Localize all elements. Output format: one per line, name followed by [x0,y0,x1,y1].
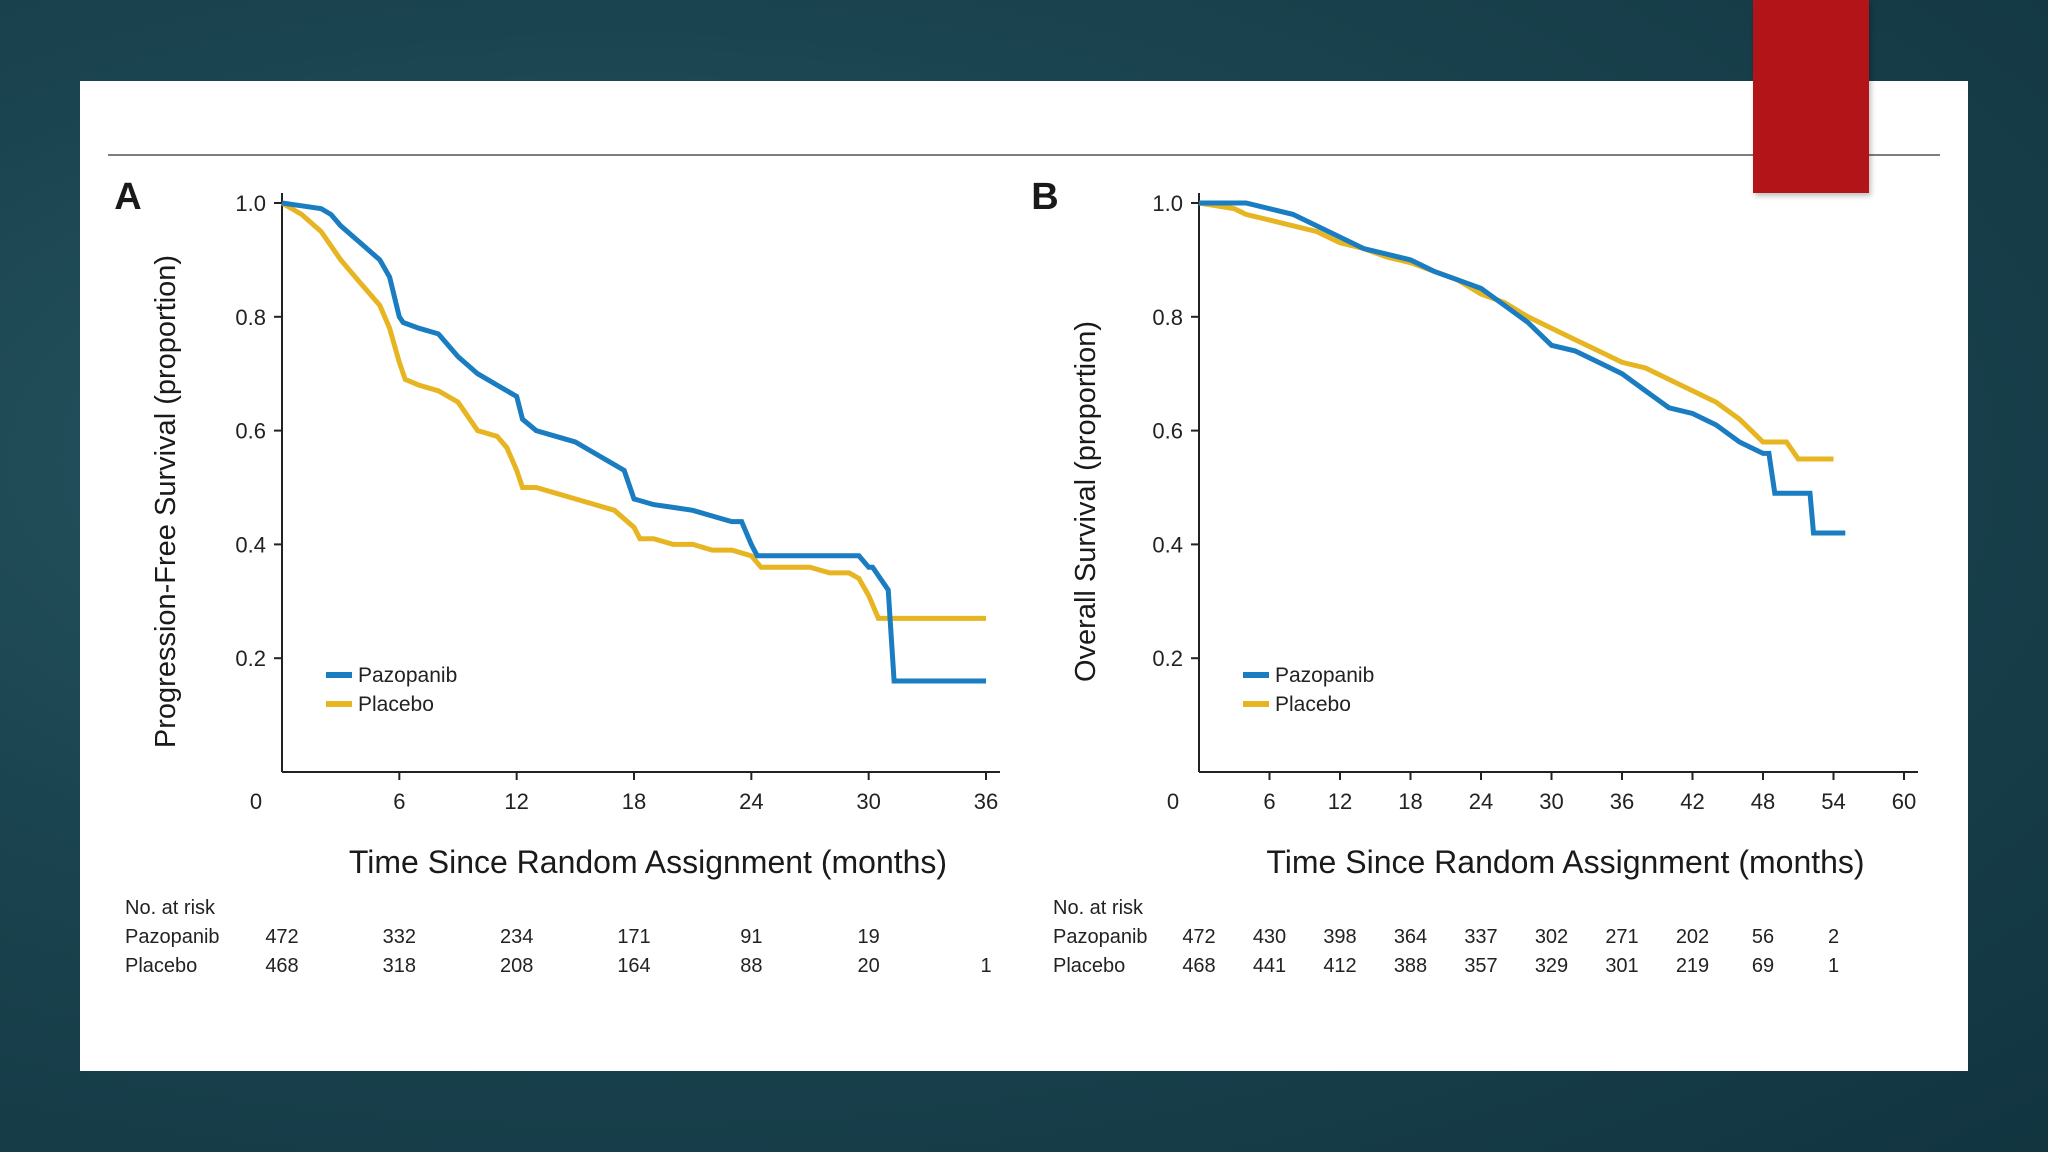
risk-count: 357 [1464,955,1497,977]
risk-count: 1 [980,955,991,977]
series-line-pazopanib [281,200,986,684]
risk-count: 398 [1323,926,1356,948]
risk-count: 388 [1394,955,1427,977]
risk-count: 318 [383,955,416,977]
x-tick-label: 36 [1610,789,1634,814]
risk-count: 472 [1182,926,1215,948]
panel-label: B [1031,176,1058,218]
x-tick-label: 36 [974,789,998,814]
x-tick-label: 42 [1680,789,1704,814]
risk-count: 2 [1828,926,1839,948]
risk-count: 56 [1752,926,1774,948]
risk-row-label: Placebo [125,955,197,977]
y-tick-label: 0.6 [1152,419,1183,444]
x-tick-label: 48 [1751,789,1775,814]
risk-count: 364 [1394,926,1427,948]
panel-label: A [114,176,141,218]
risk-count: 69 [1752,955,1774,977]
x-tick-label: 18 [622,789,646,814]
y-tick-label: 0.2 [1152,646,1183,671]
risk-count: 329 [1535,955,1568,977]
risk-count: 19 [858,926,880,948]
x-tick-label: 12 [1328,789,1352,814]
risk-count: 208 [500,955,533,977]
panel-a-pfs-chart: A 0 6 12 18 24 30 36 0.2 0.4 0.6 0.8 1.0 Progression-… [114,176,1000,977]
risk-count: 88 [740,955,762,977]
risk-row-label: Pazopanib [1053,926,1148,948]
x-axis-label: Time Since Random Assignment (months) [349,844,947,880]
y-tick-label: 1.0 [235,191,266,216]
x-tick-label: 30 [1539,789,1563,814]
risk-count: 202 [1676,926,1709,948]
y-tick-label: 0.4 [1152,532,1183,557]
x-tick-label: 54 [1821,789,1845,814]
x-tick-label: 12 [504,789,528,814]
header-rule [108,154,1940,156]
risk-count: 91 [740,926,762,948]
panel-b-os-chart: B0 6 12 18 24 30 36 42 48 54 600.20.40.60.81.0Over… [1031,176,1918,977]
x-tick-label: 0 [1167,789,1179,814]
red-accent-tab [1753,0,1869,193]
y-tick-label: 0.4 [235,532,266,557]
series-line-placebo [1198,200,1834,462]
risk-count: 234 [500,926,533,948]
series-line-placebo [280,200,986,621]
risk-count: 171 [617,926,650,948]
legend-label-pazopanib: Pazopanib [1275,664,1374,687]
risk-count: 332 [383,926,416,948]
y-tick-label: 0.8 [235,305,266,330]
risk-row-label: Pazopanib [125,926,220,948]
risk-table-title: No. at risk [125,897,216,919]
risk-count: 337 [1464,926,1497,948]
risk-count: 301 [1605,955,1638,977]
x-tick-label: 60 [1892,789,1916,814]
x-tick-label: 24 [739,789,763,814]
risk-count: 412 [1323,955,1356,977]
risk-count: 302 [1535,926,1568,948]
y-tick-label: 0.2 [235,646,266,671]
risk-count: 472 [265,926,298,948]
risk-count: 271 [1605,926,1638,948]
risk-count: 1 [1828,955,1839,977]
y-axis-label: Overall Survival (proportion) [1070,321,1102,682]
x-tick-label: 18 [1398,789,1422,814]
risk-count: 441 [1253,955,1286,977]
x-tick-label: 24 [1469,789,1493,814]
y-tick-label: 0.8 [1152,305,1183,330]
legend-label-pazopanib: Pazopanib [358,664,457,687]
series-line-pazopanib [1199,200,1846,536]
risk-count: 20 [858,955,880,977]
risk-count: 219 [1676,955,1709,977]
x-tick-label: 6 [393,789,405,814]
legend-label-placebo: Placebo [358,693,434,716]
x-tick-label: 6 [1263,789,1275,814]
x-tick-label: 0 [250,789,262,814]
slide-card [80,81,1968,1071]
risk-count: 468 [1182,955,1215,977]
legend-label-placebo: Placebo [1275,693,1351,716]
risk-count: 164 [617,955,650,977]
risk-count: 468 [265,955,298,977]
x-tick-label: 30 [856,789,880,814]
risk-row-label: Placebo [1053,955,1125,977]
y-axis-label: Progression-Free Survival (proportion) [150,255,182,748]
y-tick-label: 1.0 [1152,191,1183,216]
risk-count: 430 [1253,926,1286,948]
y-tick-label: 0.6 [235,419,266,444]
x-axis-label: Time Since Random Assignment (months) [1266,844,1864,880]
risk-table-title: No. at risk [1053,897,1144,919]
